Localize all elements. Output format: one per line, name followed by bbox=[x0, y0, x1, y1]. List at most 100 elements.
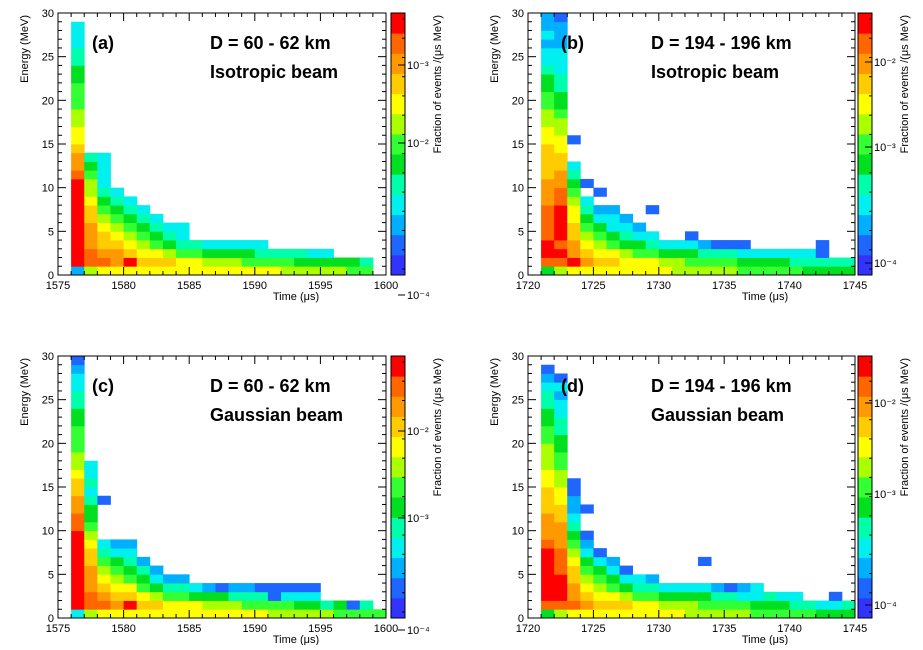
heatmap-cell bbox=[541, 478, 555, 488]
heatmap-cell bbox=[593, 187, 607, 197]
heatmap-cell bbox=[541, 266, 555, 276]
heatmap-cell bbox=[711, 583, 725, 593]
heatmap-cell bbox=[671, 248, 686, 258]
heatmap-cell bbox=[71, 434, 85, 444]
heatmap-cell bbox=[359, 609, 374, 619]
heatmap-cell bbox=[567, 565, 581, 575]
heatmap-cell bbox=[84, 257, 98, 267]
y-tick-label: 25 bbox=[42, 52, 54, 64]
heatmap-cell bbox=[254, 248, 269, 258]
heatmap-cell bbox=[737, 248, 751, 258]
heatmap-cell bbox=[541, 109, 555, 119]
panel-title-line-2: Isotropic beam bbox=[651, 62, 779, 82]
heatmap-cell bbox=[632, 248, 647, 258]
heatmap-cell bbox=[541, 609, 555, 619]
heatmap-cell bbox=[554, 513, 568, 523]
x-tick-label: 1580 bbox=[111, 280, 135, 292]
heatmap-cell bbox=[684, 609, 699, 619]
heatmap-cell bbox=[71, 548, 85, 558]
x-tick-label: 1600 bbox=[374, 280, 398, 292]
heatmap-cell bbox=[71, 521, 85, 532]
heatmap-cell bbox=[136, 240, 151, 250]
heatmap-cell bbox=[281, 609, 295, 619]
colorbar-tick-label: 10⁻⁴ bbox=[874, 600, 897, 612]
heatmap-cell bbox=[567, 548, 581, 558]
heatmap-cell bbox=[541, 196, 555, 206]
heatmap-cell bbox=[776, 600, 790, 610]
heatmap-cell bbox=[580, 266, 594, 276]
heatmap-cell bbox=[789, 257, 804, 267]
colorbar-segment bbox=[391, 456, 405, 478]
heatmap-cell bbox=[71, 425, 85, 435]
heatmap-cell bbox=[97, 222, 111, 232]
heatmap-cell bbox=[593, 222, 607, 232]
heatmap-cell bbox=[632, 257, 647, 267]
heatmap-cell bbox=[162, 266, 177, 276]
heatmap-cell bbox=[71, 135, 85, 145]
heatmap-cell bbox=[698, 600, 712, 610]
colorbar-tick-label: 10⁻³ bbox=[407, 60, 429, 72]
heatmap-cell bbox=[241, 257, 256, 267]
heatmap-cell bbox=[541, 30, 555, 40]
heatmap-cell bbox=[671, 591, 686, 601]
heatmap-cell bbox=[97, 556, 111, 566]
heatmap-cell bbox=[541, 170, 555, 180]
heatmap-cell bbox=[606, 583, 620, 593]
heatmap-cell bbox=[123, 231, 138, 241]
heatmap-cell bbox=[554, 382, 568, 392]
heatmap-cell bbox=[71, 356, 85, 366]
heatmap-cell bbox=[307, 257, 321, 267]
heatmap-cell bbox=[593, 609, 607, 619]
heatmap-cell bbox=[606, 266, 620, 276]
heatmap-cell bbox=[71, 240, 85, 250]
heatmap-cell bbox=[84, 583, 98, 593]
heatmap-cell bbox=[645, 609, 660, 619]
heatmap-cell bbox=[554, 56, 568, 66]
heatmap-cell bbox=[541, 56, 555, 66]
heatmap-cell bbox=[202, 240, 216, 250]
heatmap-cell bbox=[97, 565, 111, 575]
heatmap-cell bbox=[254, 609, 269, 619]
heatmap-cell bbox=[737, 240, 751, 250]
heatmap-cell bbox=[567, 257, 581, 267]
heatmap-cell bbox=[176, 240, 190, 250]
heatmap-cell bbox=[372, 609, 387, 619]
heatmap-cell bbox=[136, 574, 151, 584]
heatmap-cell bbox=[281, 591, 295, 601]
heatmap-cell bbox=[763, 266, 777, 276]
heatmap-cell bbox=[841, 609, 856, 619]
colorbar-segment bbox=[858, 33, 872, 54]
panel-title-line-2: Gaussian beam bbox=[651, 405, 784, 425]
heatmap-cell bbox=[123, 539, 138, 549]
heatmap-cell bbox=[84, 222, 98, 232]
heatmap-cell bbox=[567, 609, 581, 619]
heatmap-cell bbox=[541, 47, 555, 58]
heatmap-cell bbox=[359, 266, 374, 276]
colorbar-tick-label: 10⁻⁴ bbox=[874, 258, 897, 270]
heatmap-cell bbox=[162, 222, 177, 232]
heatmap-cell bbox=[136, 231, 151, 241]
heatmap-cell bbox=[671, 240, 686, 250]
heatmap-cell bbox=[176, 574, 190, 584]
heatmap-cell bbox=[307, 266, 321, 276]
heatmap-cell bbox=[346, 600, 361, 610]
heatmap-cell bbox=[554, 21, 568, 31]
heatmap-cell bbox=[71, 109, 85, 119]
heatmap-cell bbox=[97, 170, 111, 180]
heatmap-cell bbox=[711, 600, 725, 610]
heatmap-cell bbox=[123, 609, 138, 619]
heatmap-cell bbox=[71, 39, 85, 49]
heatmap-cell bbox=[580, 213, 594, 223]
heatmap-cell bbox=[189, 248, 203, 258]
heatmap-cell bbox=[593, 248, 607, 258]
heatmap-cell bbox=[789, 600, 804, 610]
heatmap-cell bbox=[789, 609, 804, 619]
heatmap-cell bbox=[110, 556, 124, 566]
colorbar-segment bbox=[858, 73, 872, 95]
heatmap-cell bbox=[123, 240, 138, 250]
colorbar-tick-label: 10⁻³ bbox=[407, 513, 429, 525]
heatmap-cell bbox=[123, 565, 138, 575]
heatmap-cell bbox=[71, 460, 85, 470]
heatmap-cell bbox=[541, 382, 555, 392]
heatmap-cell bbox=[110, 600, 124, 610]
